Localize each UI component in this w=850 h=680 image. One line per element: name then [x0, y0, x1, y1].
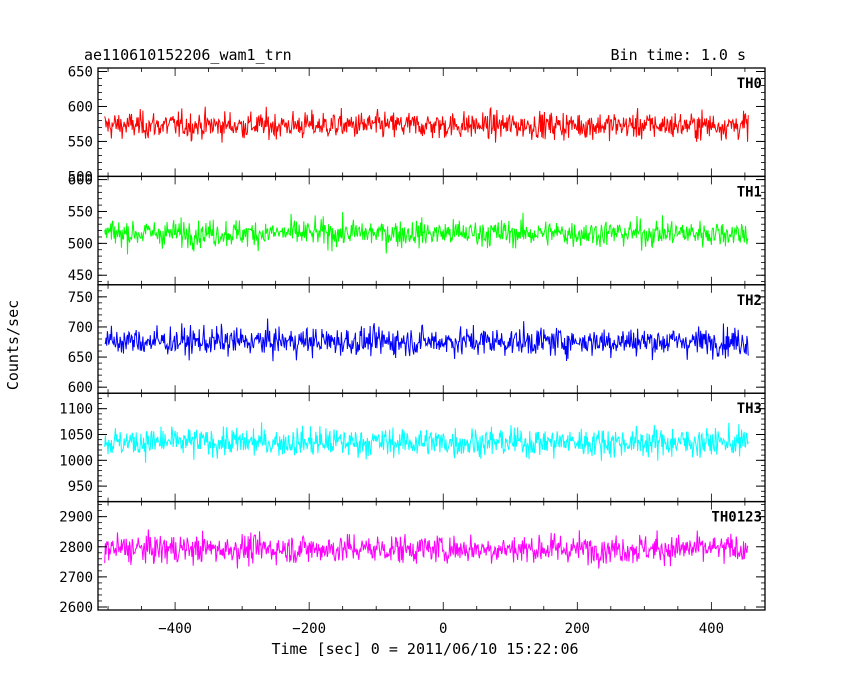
series-label-th0123: TH0123	[711, 510, 762, 526]
panel-th2: 600 650 700 750 TH2	[68, 284, 766, 396]
x-tick-label: −400	[158, 621, 192, 637]
x-axis: −400 −200 0 200 400	[158, 621, 724, 637]
y-tick-label: 600	[68, 380, 93, 396]
x-tick-label: 200	[565, 621, 590, 637]
series-label-th3: TH3	[737, 401, 762, 417]
series-label-th1: TH1	[737, 184, 762, 200]
chart-title: ae110610152206_wam1_trn	[84, 46, 292, 64]
y-tick-label: 700	[68, 320, 93, 336]
panel-frame	[97, 500, 766, 611]
y-tick-label: 500	[68, 169, 93, 185]
series-label-th2: TH2	[737, 293, 762, 309]
y-axis-label: Counts/sec	[4, 300, 22, 390]
x-tick-label: −200	[292, 621, 326, 637]
y-tick-label: 1000	[59, 453, 93, 469]
y-tick-label: 550	[68, 204, 93, 220]
y-tick-label: 600	[68, 173, 93, 189]
series-th1-line	[104, 211, 749, 255]
series-th3-line	[104, 422, 749, 463]
series-th0-line	[104, 106, 749, 143]
panel-th0: 500 550 600 650 TH0	[68, 64, 766, 185]
y-tick-label: 650	[68, 64, 93, 80]
series-th2-line	[104, 318, 749, 362]
y-tick-label: 650	[68, 350, 93, 366]
y-tick-label: 2700	[59, 570, 93, 586]
y-tick-label: 2800	[59, 540, 93, 556]
y-tick-label: 550	[68, 134, 93, 150]
y-tick-label: 500	[68, 236, 93, 252]
y-tick-label: 450	[68, 268, 93, 284]
x-tick-label: 400	[699, 621, 724, 637]
panel-th1: 450 500 550 600 TH1	[68, 173, 766, 286]
x-axis-label: Time [sec] 0 = 2011/06/10 15:22:06	[271, 640, 578, 658]
panels-group: 500 550 600 650 TH0 450 500 550 600 TH1 600 650 700 7…	[59, 64, 766, 616]
series-label-th0: TH0	[737, 76, 762, 92]
series-th0123-line	[104, 529, 749, 569]
y-tick-label: 750	[68, 290, 93, 306]
y-tick-label: 1050	[59, 427, 93, 443]
y-tick-label: 1100	[59, 402, 93, 418]
y-tick-label: 2600	[59, 600, 93, 616]
y-tick-label: 2900	[59, 510, 93, 526]
x-tick-label: 0	[439, 621, 447, 637]
panel-th3: 950 1000 1050 1100 TH3	[59, 392, 766, 503]
y-tick-label: 600	[68, 99, 93, 115]
y-tick-label: 950	[68, 479, 93, 495]
chart-subtitle: Bin time: 1.0 s	[611, 46, 746, 64]
panel-th0123: 2600 2700 2800 2900 TH0123	[59, 500, 766, 616]
